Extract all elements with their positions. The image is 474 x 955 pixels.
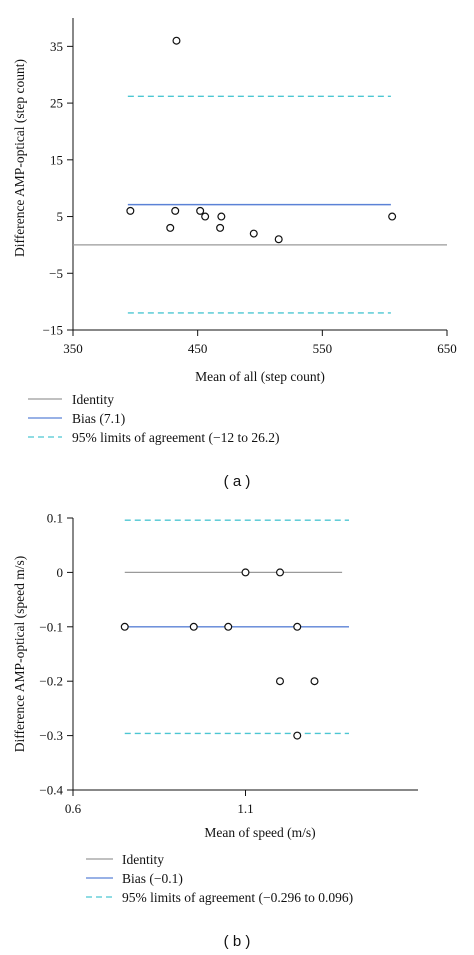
panel-b-x-axis-label: Mean of speed (m/s) bbox=[204, 825, 315, 840]
panel-a-label: ( a ) bbox=[224, 473, 251, 490]
panel-a-x-tick-label: 450 bbox=[188, 341, 208, 356]
panel-a-data-point bbox=[166, 223, 175, 232]
panel-a-x-tick-label: 550 bbox=[313, 341, 333, 356]
panel-b-legend-identity-label: Identity bbox=[122, 852, 164, 867]
panel-b-data-point bbox=[241, 568, 250, 577]
panel-a-y-tick-label: −15 bbox=[43, 323, 63, 338]
panel-b-x-tick-label: 1.1 bbox=[237, 801, 253, 816]
panel-a-y-tick-label: 35 bbox=[50, 39, 63, 54]
panel-b-y-tick-label: −0.3 bbox=[39, 728, 63, 743]
panel-a-data-point bbox=[216, 223, 225, 232]
panel-a-y-tick-label: 25 bbox=[50, 96, 63, 111]
panel-b-data-point bbox=[293, 731, 302, 740]
panel-b-y-tick-label: −0.1 bbox=[39, 619, 63, 634]
panel-b-y-tick-label: 0 bbox=[57, 565, 64, 580]
panel-b-data-point bbox=[224, 622, 233, 631]
panel-a-data-point bbox=[249, 229, 258, 238]
panel-b-y-axis-label: Difference AMP-optical (speed m/s) bbox=[12, 556, 27, 753]
panel-a-legend: Identity Bias (7.1) 95% limits of agreem… bbox=[28, 392, 279, 445]
panel-b-legend-limits-label: 95% limits of agreement (−0.296 to 0.096… bbox=[122, 890, 353, 905]
panel-a-data-point bbox=[201, 212, 210, 221]
panel-a-data-point bbox=[172, 36, 181, 45]
panel-a-y-tick-label: 5 bbox=[57, 209, 64, 224]
panel-b-y-tick-label: −0.2 bbox=[39, 674, 63, 689]
panel-b-data-point bbox=[276, 568, 285, 577]
panel-a-y-tick-label: −5 bbox=[49, 266, 63, 281]
panel-b-y-tick-label: 0.1 bbox=[47, 511, 63, 526]
panel-a-chart: Difference AMP-optical (step count) Mean… bbox=[12, 18, 457, 490]
panel-a-legend-bias-label: Bias (7.1) bbox=[72, 411, 125, 426]
panel-a-data-point bbox=[274, 235, 283, 244]
panel-b-x-tick-label: 0.6 bbox=[65, 801, 82, 816]
panel-a-y-axis-label: Difference AMP-optical (step count) bbox=[12, 59, 27, 257]
panel-a-y-tick-label: 15 bbox=[50, 152, 63, 167]
panel-b-data-point bbox=[189, 622, 198, 631]
panel-a-legend-limits-label: 95% limits of agreement (−12 to 26.2) bbox=[72, 430, 279, 445]
panel-a-data-point bbox=[196, 206, 205, 215]
panel-a-x-tick-label: 350 bbox=[63, 341, 83, 356]
panel-a-legend-identity-label: Identity bbox=[72, 392, 114, 407]
panel-b-data-point bbox=[293, 622, 302, 631]
panel-b-y-tick-label: −0.4 bbox=[39, 783, 63, 798]
panel-a-data-point bbox=[217, 212, 226, 221]
panel-b-data-point bbox=[120, 622, 129, 631]
panel-b-legend-bias-label: Bias (−0.1) bbox=[122, 871, 183, 886]
panel-b-legend: Identity Bias (−0.1) 95% limits of agree… bbox=[86, 852, 353, 905]
panel-b-data-point bbox=[276, 677, 285, 686]
panel-b-label: ( b ) bbox=[224, 933, 251, 950]
panel-a-data-point bbox=[171, 206, 180, 215]
panel-b-chart: Difference AMP-optical (speed m/s) Mean … bbox=[12, 511, 418, 950]
panel-a-data-point bbox=[126, 206, 135, 215]
panel-a-x-axis-label: Mean of all (step count) bbox=[195, 369, 325, 384]
panel-b-data-point bbox=[310, 677, 319, 686]
panel-a-data-point bbox=[388, 212, 397, 221]
panel-a-x-tick-label: 650 bbox=[437, 341, 457, 356]
